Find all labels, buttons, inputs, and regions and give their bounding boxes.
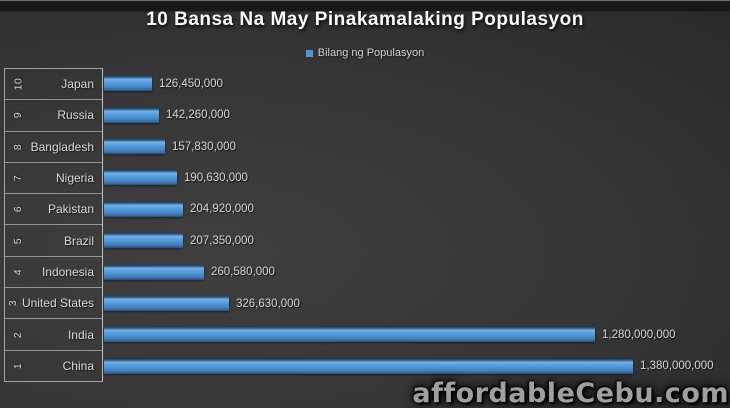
country-label: United States xyxy=(21,296,94,311)
population-bar xyxy=(104,296,229,312)
rank-label: 8 xyxy=(11,143,24,150)
population-bar xyxy=(104,76,152,92)
population-bar xyxy=(104,170,177,186)
rank-cell: 4 xyxy=(5,266,31,278)
population-bar xyxy=(104,264,204,280)
bar-value-label: 142,260,000 xyxy=(166,109,230,122)
country-label: Japan xyxy=(61,77,94,92)
chart-legend: Bilang ng Populasyon xyxy=(0,47,730,59)
population-bar xyxy=(104,327,595,343)
bar-value-label: 207,350,000 xyxy=(190,234,254,247)
watermark-text: affordableCebu.com xyxy=(412,378,729,408)
category-row: 9 Russia xyxy=(5,100,102,132)
rank-label: 7 xyxy=(12,174,24,182)
rank-cell: 6 xyxy=(5,203,31,215)
rank-cell: 7 xyxy=(5,172,31,184)
bar-row: 157,830,000 xyxy=(104,131,726,162)
bar-row: 207,350,000 xyxy=(104,225,726,256)
bar-row: 204,920,000 xyxy=(104,194,726,225)
country-label: Pakistan xyxy=(47,202,94,217)
rank-label: 10 xyxy=(12,77,24,91)
chart-title: 10 Bansa Na May Pinakamalaking Populasyo… xyxy=(146,9,584,30)
legend-swatch-icon xyxy=(305,49,313,57)
population-bar xyxy=(104,139,165,155)
population-bar xyxy=(104,358,633,374)
bar-row: 1,280,000,000 xyxy=(104,319,726,350)
bar-value-label: 157,830,000 xyxy=(172,140,236,153)
top-edge-strip xyxy=(0,0,730,12)
rank-label: 5 xyxy=(12,237,24,244)
bar-value-label: 326,630,000 xyxy=(236,297,300,310)
rank-cell: 2 xyxy=(5,329,31,341)
bar-value-label: 126,450,000 xyxy=(159,77,223,90)
category-row: 4 Indonesia xyxy=(5,257,102,289)
category-row: 1 China xyxy=(5,351,102,381)
bar-row: 190,630,000 xyxy=(104,162,726,193)
category-row: 10 Japan xyxy=(5,69,102,101)
bar-value-label: 260,580,000 xyxy=(211,266,275,279)
bar-value-label: 204,920,000 xyxy=(190,203,254,216)
rank-cell: 9 xyxy=(5,109,31,121)
rank-cell: 3 xyxy=(5,297,22,309)
category-row: 7 Nigeria xyxy=(5,163,102,195)
category-row: 2 India xyxy=(5,319,102,351)
plot-area: 126,450,000 142,260,000 157,830,000 190,… xyxy=(104,68,726,382)
rank-label: 3 xyxy=(7,300,20,307)
category-axis-box: 10 Japan 9 Russia 8 Bangladesh 7 Nigeria… xyxy=(4,68,103,382)
bar-value-label: 1,380,000,000 xyxy=(640,360,714,373)
category-row: 8 Bangladesh xyxy=(5,132,102,163)
country-label: Nigeria xyxy=(55,171,94,186)
country-label: Indonesia xyxy=(41,264,94,279)
rank-label: 4 xyxy=(12,268,24,276)
rank-label: 2 xyxy=(12,331,24,338)
rank-cell: 5 xyxy=(5,235,31,247)
bar-value-label: 190,630,000 xyxy=(184,171,248,184)
rank-label: 9 xyxy=(12,112,24,119)
category-row: 6 Pakistan xyxy=(5,194,102,226)
rank-cell: 1 xyxy=(5,360,31,372)
rank-label: 1 xyxy=(12,362,24,369)
rank-label: 6 xyxy=(12,206,24,213)
bar-row: 1,380,000,000 xyxy=(104,351,726,382)
bar-row: 142,260,000 xyxy=(104,99,726,130)
category-row: 3 United States xyxy=(5,288,102,320)
bar-row: 260,580,000 xyxy=(104,256,726,287)
population-bar xyxy=(104,201,183,217)
country-label: Bangladesh xyxy=(30,139,94,154)
population-bar xyxy=(104,107,159,123)
rank-cell: 8 xyxy=(5,141,31,153)
country-label: Brazil xyxy=(63,233,94,248)
bar-row: 126,450,000 xyxy=(104,68,726,99)
bar-row: 326,630,000 xyxy=(104,288,726,319)
population-bar xyxy=(104,233,183,249)
country-label: Russia xyxy=(57,108,94,123)
country-label: India xyxy=(67,327,94,342)
category-row: 5 Brazil xyxy=(5,225,102,257)
bar-value-label: 1,280,000,000 xyxy=(602,328,676,341)
country-label: China xyxy=(62,358,94,373)
rank-cell: 10 xyxy=(5,77,31,91)
legend-label: Bilang ng Populasyon xyxy=(317,47,425,59)
